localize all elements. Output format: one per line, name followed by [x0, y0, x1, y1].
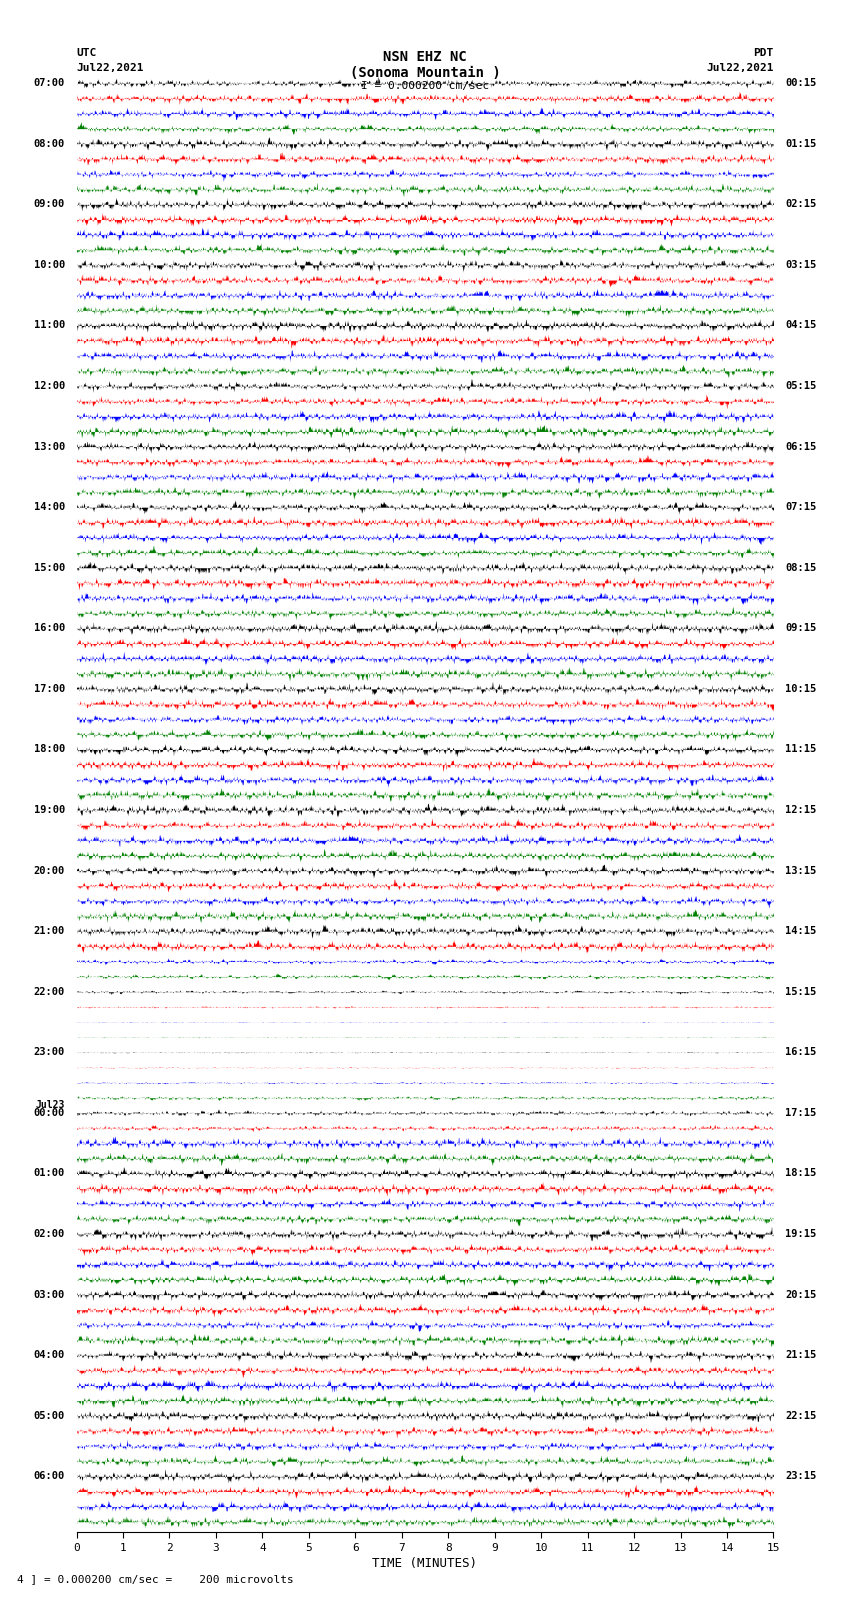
- Text: 15:15: 15:15: [785, 987, 816, 997]
- Text: I = 0.000200 cm/sec: I = 0.000200 cm/sec: [361, 81, 489, 90]
- Text: 18:15: 18:15: [785, 1168, 816, 1179]
- Text: PDT: PDT: [753, 48, 774, 58]
- Text: 10:00: 10:00: [34, 260, 65, 269]
- Text: 17:00: 17:00: [34, 684, 65, 694]
- Text: 07:00: 07:00: [34, 77, 65, 89]
- Text: 04:00: 04:00: [34, 1350, 65, 1360]
- Text: 13:15: 13:15: [785, 866, 816, 876]
- Text: 06:15: 06:15: [785, 442, 816, 452]
- Text: 21:00: 21:00: [34, 926, 65, 936]
- Text: 23:00: 23:00: [34, 1047, 65, 1058]
- Text: 15:00: 15:00: [34, 563, 65, 573]
- Text: Jul23: Jul23: [36, 1100, 65, 1110]
- Text: 22:00: 22:00: [34, 987, 65, 997]
- Text: 03:15: 03:15: [785, 260, 816, 269]
- Text: 16:00: 16:00: [34, 623, 65, 634]
- Text: 07:15: 07:15: [785, 502, 816, 513]
- Text: 08:00: 08:00: [34, 139, 65, 148]
- Text: 11:15: 11:15: [785, 745, 816, 755]
- Text: NSN EHZ NC: NSN EHZ NC: [383, 50, 467, 65]
- Text: 22:15: 22:15: [785, 1411, 816, 1421]
- Text: 4 ] = 0.000200 cm/sec =    200 microvolts: 4 ] = 0.000200 cm/sec = 200 microvolts: [17, 1574, 294, 1584]
- Text: 09:15: 09:15: [785, 623, 816, 634]
- X-axis label: TIME (MINUTES): TIME (MINUTES): [372, 1557, 478, 1569]
- Text: 10:15: 10:15: [785, 684, 816, 694]
- Text: 02:00: 02:00: [34, 1229, 65, 1239]
- Text: 12:15: 12:15: [785, 805, 816, 815]
- Text: 14:15: 14:15: [785, 926, 816, 936]
- Text: 14:00: 14:00: [34, 502, 65, 513]
- Text: 17:15: 17:15: [785, 1108, 816, 1118]
- Text: 00:00: 00:00: [34, 1108, 65, 1118]
- Text: 08:15: 08:15: [785, 563, 816, 573]
- Text: 03:00: 03:00: [34, 1290, 65, 1300]
- Text: UTC: UTC: [76, 48, 97, 58]
- Text: 12:00: 12:00: [34, 381, 65, 390]
- Text: 06:00: 06:00: [34, 1471, 65, 1481]
- Text: (Sonoma Mountain ): (Sonoma Mountain ): [349, 66, 501, 81]
- Text: Jul22,2021: Jul22,2021: [76, 63, 144, 73]
- Text: 05:15: 05:15: [785, 381, 816, 390]
- Text: 19:15: 19:15: [785, 1229, 816, 1239]
- Text: 20:00: 20:00: [34, 866, 65, 876]
- Text: 11:00: 11:00: [34, 321, 65, 331]
- Text: 20:15: 20:15: [785, 1290, 816, 1300]
- Text: 19:00: 19:00: [34, 805, 65, 815]
- Text: 13:00: 13:00: [34, 442, 65, 452]
- Text: 21:15: 21:15: [785, 1350, 816, 1360]
- Text: 01:00: 01:00: [34, 1168, 65, 1179]
- Text: 02:15: 02:15: [785, 200, 816, 210]
- Text: 04:15: 04:15: [785, 321, 816, 331]
- Text: 23:15: 23:15: [785, 1471, 816, 1481]
- Text: 18:00: 18:00: [34, 745, 65, 755]
- Text: Jul22,2021: Jul22,2021: [706, 63, 774, 73]
- Text: 05:00: 05:00: [34, 1411, 65, 1421]
- Text: 01:15: 01:15: [785, 139, 816, 148]
- Text: 16:15: 16:15: [785, 1047, 816, 1058]
- Text: 00:15: 00:15: [785, 77, 816, 89]
- Text: 09:00: 09:00: [34, 200, 65, 210]
